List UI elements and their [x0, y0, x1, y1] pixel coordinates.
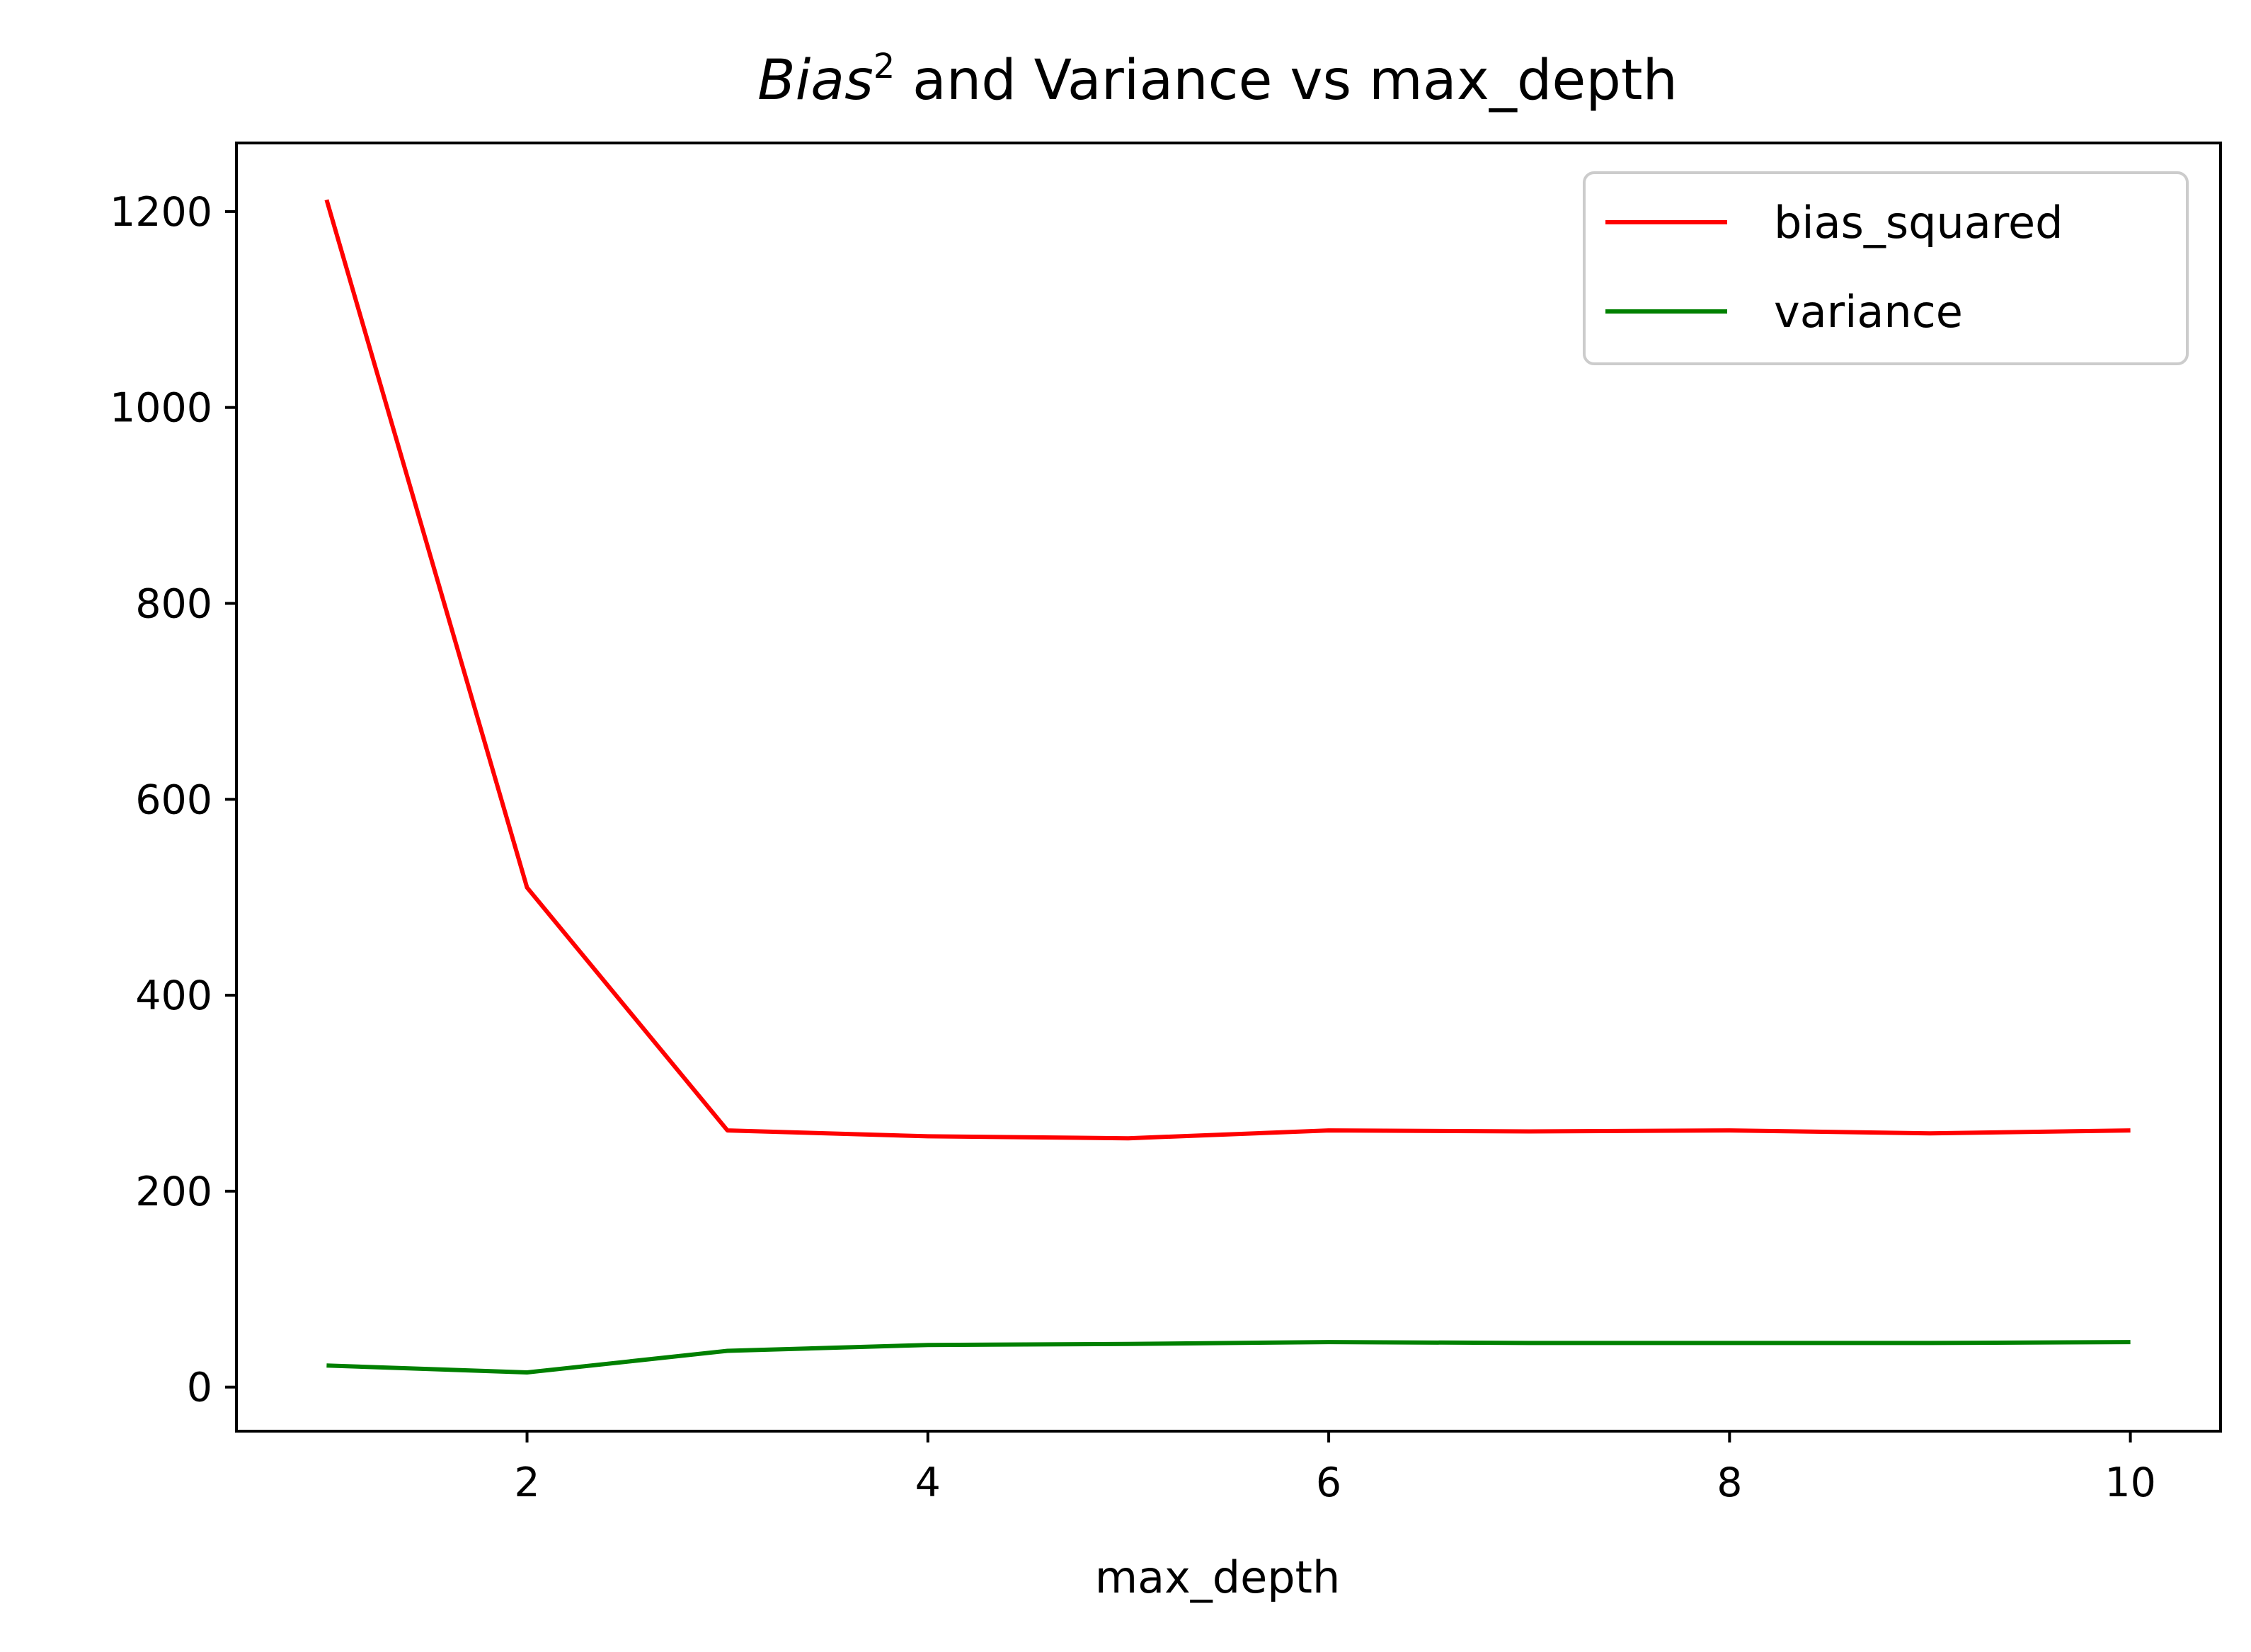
- y-tick-label: 0: [187, 1365, 212, 1411]
- x-tick-label: 10: [2104, 1459, 2156, 1506]
- plot-series: [324, 199, 2131, 1375]
- y-tick-label: 600: [135, 776, 212, 823]
- legend-label-variance: variance: [1774, 286, 1963, 338]
- chart-title: Bias2 and Variance vs max_depth: [757, 47, 1678, 113]
- x-tick-label: 2: [514, 1459, 539, 1506]
- y-tick-label: 800: [135, 580, 212, 627]
- x-tick-label: 8: [1717, 1459, 1742, 1506]
- x-tick-label: 4: [915, 1459, 941, 1506]
- legend-box: [1583, 171, 2189, 365]
- y-tick-label: 400: [135, 973, 212, 1019]
- y-tick-label: 1200: [110, 189, 212, 236]
- series-line-variance: [326, 1340, 2131, 1375]
- legend-label-bias-squared: bias_squared: [1774, 197, 2063, 248]
- x-tick-label: 6: [1316, 1459, 1341, 1506]
- plot-area-frame: [235, 142, 2222, 1433]
- series-line-bias-squared: [324, 199, 2131, 1141]
- chart-legend: bias_squared variance: [1583, 171, 2189, 365]
- axis-ticks: 2 4 6 8 10 0 200 400 600 800 1000 1200: [110, 189, 2156, 1506]
- y-tick-label: 1000: [110, 385, 212, 432]
- y-tick-label: 200: [135, 1169, 212, 1215]
- x-axis-label: max_depth: [1095, 1551, 1341, 1603]
